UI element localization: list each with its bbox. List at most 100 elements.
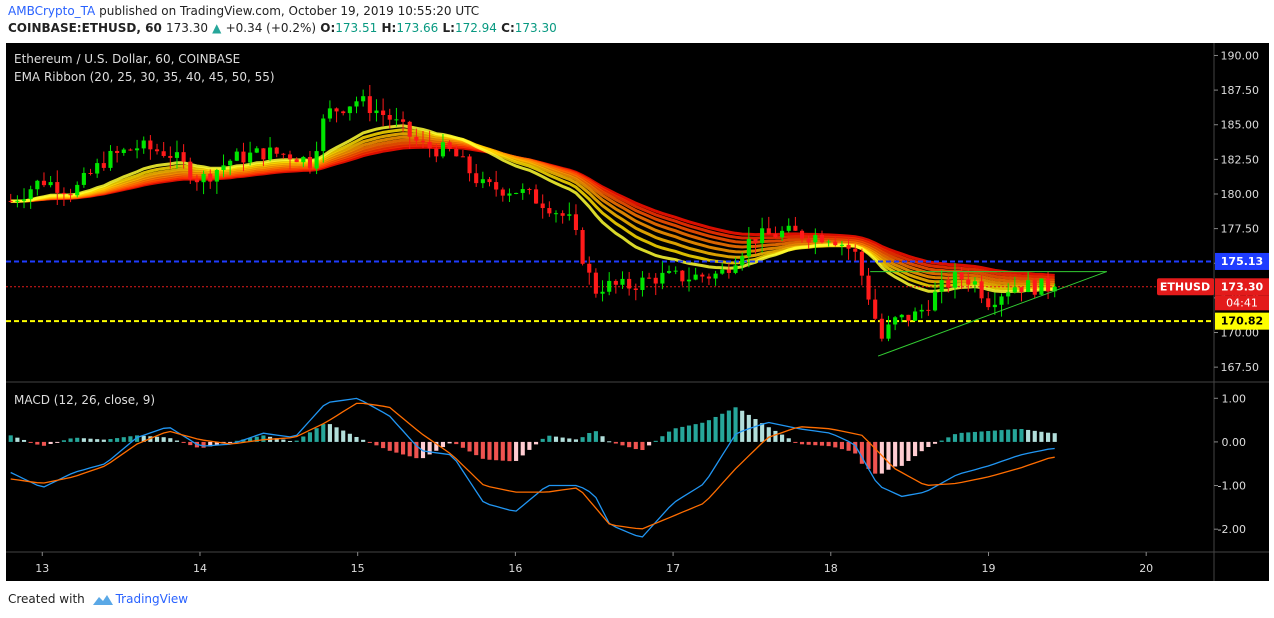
macd-pane-bg xyxy=(6,383,1214,551)
candle-body xyxy=(48,182,53,186)
candle-body xyxy=(587,263,592,273)
ohlc-summary: COINBASE:ETHUSD, 60 173.30 ▲ +0.34 (+0.2… xyxy=(8,21,557,35)
macd-histogram-bar xyxy=(161,437,166,442)
candle-body xyxy=(334,108,339,112)
ema-ribbon-label: EMA Ribbon (20, 25, 30, 35, 40, 45, 50, … xyxy=(14,70,275,84)
candle-body xyxy=(301,156,306,163)
macd-indicator xyxy=(8,397,1057,538)
macd-histogram-bar xyxy=(647,441,652,446)
candle-body xyxy=(1012,287,1017,293)
support-tag: 170.82 xyxy=(1215,312,1269,330)
candle-body xyxy=(201,173,206,183)
candle-body xyxy=(161,151,166,156)
macd-histogram-bar xyxy=(381,441,386,449)
candle-body xyxy=(966,279,971,285)
close-label: C: xyxy=(501,21,515,35)
candle-body xyxy=(1026,280,1031,293)
macd-histogram-bar xyxy=(1012,429,1017,442)
candle-body xyxy=(726,269,731,273)
time-tick-label: 19 xyxy=(981,562,995,575)
candle-body xyxy=(1046,278,1051,292)
candle-body xyxy=(434,148,439,157)
candle-body xyxy=(932,291,938,311)
macd-histogram-bar xyxy=(886,441,891,470)
macd-histogram-bar xyxy=(460,441,465,448)
author-link[interactable]: AMBCrypto_TA xyxy=(8,4,96,18)
candle-body xyxy=(228,160,233,166)
macd-histogram-bar xyxy=(321,424,326,442)
candle-body xyxy=(41,180,47,186)
macd-histogram-bar xyxy=(932,441,938,444)
candle-body xyxy=(361,96,366,102)
macd-histogram-bar xyxy=(680,426,685,442)
tradingview-logo-icon[interactable] xyxy=(92,593,114,607)
macd-histogram-bar xyxy=(720,413,725,442)
price-tick-label: 167.50 xyxy=(1221,361,1260,374)
high-label: H: xyxy=(381,21,397,35)
macd-histogram-bar xyxy=(986,431,991,442)
candle-body xyxy=(560,213,565,216)
candle-body xyxy=(913,311,918,321)
time-tick-label: 20 xyxy=(1139,562,1153,575)
macd-tick-label: 1.00 xyxy=(1222,392,1247,405)
macd-histogram-bar xyxy=(181,441,186,443)
open-value: 173.51 xyxy=(335,21,378,35)
candle-body xyxy=(440,142,446,157)
candle-body xyxy=(467,156,472,174)
candle-body xyxy=(939,280,944,292)
candle-body xyxy=(274,147,279,154)
macd-histogram-bar xyxy=(427,441,432,455)
macd-histogram-bar xyxy=(467,441,472,452)
candle-body xyxy=(135,148,140,151)
chart-svg[interactable]: 167.50170.00172.50175.00177.50180.00182.… xyxy=(0,40,1274,582)
candle-body xyxy=(600,291,605,294)
candle-body xyxy=(8,200,13,202)
candle-body xyxy=(627,278,632,289)
candle-body xyxy=(686,279,692,282)
support-tag-text: 170.82 xyxy=(1221,315,1263,328)
macd-histogram-bar xyxy=(8,435,13,442)
candle-body xyxy=(607,280,612,292)
macd-histogram-bar xyxy=(640,441,645,451)
macd-histogram-bar xyxy=(773,430,778,442)
ema-ribbon-line-30 xyxy=(10,132,1055,289)
macd-histogram-bar xyxy=(567,438,572,442)
candle-body xyxy=(946,280,951,288)
macd-histogram-bar xyxy=(454,441,459,445)
macd-histogram-bar xyxy=(946,437,951,442)
macd-histogram-bar xyxy=(992,430,997,442)
tradingview-link[interactable]: TradingView xyxy=(115,592,189,606)
macd-histogram-bar xyxy=(168,438,173,442)
candle-body xyxy=(414,136,419,141)
macd-histogram-bar xyxy=(214,441,219,445)
candle-body xyxy=(494,182,499,190)
candle-body xyxy=(261,148,266,160)
candle-body xyxy=(1039,278,1044,295)
macd-histogram-bar xyxy=(201,441,206,448)
macd-tick-label: -2.00 xyxy=(1218,523,1246,536)
macd-histogram-bar xyxy=(793,441,798,443)
candle-body xyxy=(799,230,805,239)
candle-body xyxy=(254,148,259,153)
candle-body xyxy=(706,276,712,279)
candle-body xyxy=(121,149,126,153)
macd-histogram-bar xyxy=(573,439,579,442)
candle-body xyxy=(540,203,545,209)
candle-body xyxy=(567,214,572,216)
macd-histogram-bar xyxy=(434,441,439,451)
candle-body xyxy=(1052,286,1057,292)
candle-body xyxy=(527,189,532,191)
candle-body xyxy=(972,281,977,285)
candle-body xyxy=(327,108,332,119)
candle-body xyxy=(381,110,386,116)
macd-histogram-bar xyxy=(766,427,771,442)
macd-histogram-bar xyxy=(514,441,519,461)
candle-body xyxy=(919,309,924,312)
macd-histogram-bar xyxy=(919,441,924,452)
candle-body xyxy=(859,251,864,276)
candle-body xyxy=(374,110,379,114)
candle-body xyxy=(148,140,153,150)
macd-histogram-bar xyxy=(673,428,678,442)
macd-histogram-bar xyxy=(972,431,977,442)
close-value: 173.30 xyxy=(514,21,557,35)
